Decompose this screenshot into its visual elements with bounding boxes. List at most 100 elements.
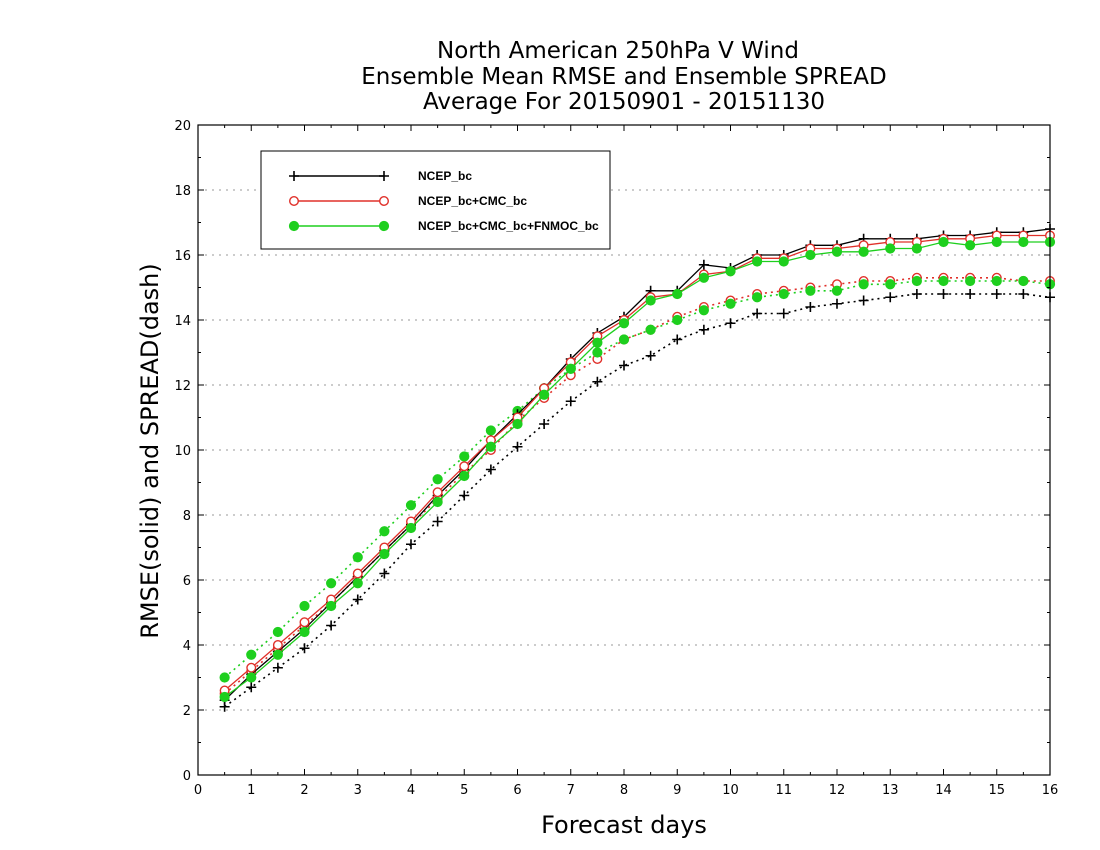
legend-marker-start <box>289 171 299 181</box>
legend-marker-end <box>379 171 389 181</box>
data-point <box>619 360 629 371</box>
data-point <box>432 474 443 485</box>
data-point <box>272 649 283 660</box>
x-tick-label: 5 <box>460 783 468 798</box>
data-point <box>272 626 283 638</box>
series-line-ncep-bc-rmse <box>224 228 1051 701</box>
x-tick-label: 1 <box>247 783 255 798</box>
y-tick-label: 16 <box>174 249 191 264</box>
data-point <box>618 318 630 329</box>
x-tick-label: 10 <box>722 783 739 798</box>
data-point <box>805 285 816 296</box>
series-ncep-bc-cmc-bc-fnmoc-bc-rmse <box>219 236 1056 703</box>
data-point <box>991 289 1002 299</box>
data-point <box>299 600 310 612</box>
data-point <box>858 246 869 257</box>
legend-label-ncep-bc: NCEP_bc <box>418 169 472 183</box>
data-point <box>672 334 683 345</box>
x-tick-label: 15 <box>988 783 1005 798</box>
data-point <box>831 285 843 296</box>
axis-ticks: 0 1 2 3 4 5 6 7 8 9 10 11 12 13 14 15 160246810121416182… <box>174 119 1058 798</box>
series-ncep-bc-spread <box>219 289 1055 712</box>
legend-marker-start <box>289 195 300 206</box>
data-point <box>778 288 789 300</box>
data-point <box>485 425 496 436</box>
data-point <box>911 275 922 287</box>
data-point <box>965 275 976 287</box>
data-point <box>459 470 470 482</box>
data-point <box>911 289 922 299</box>
data-point <box>938 275 949 287</box>
data-point <box>698 324 709 335</box>
data-point <box>1018 236 1029 248</box>
data-point <box>326 600 337 612</box>
data-point <box>805 249 816 261</box>
data-point <box>805 302 816 312</box>
x-tick-label: 7 <box>567 783 575 798</box>
legend-label-ncep-bc-cmc-bc: NCEP_bc+CMC_bc <box>418 194 527 208</box>
data-point <box>725 266 736 277</box>
y-tick-label: 4 <box>183 639 191 654</box>
data-point <box>965 240 976 251</box>
data-point <box>432 516 443 527</box>
data-point <box>672 314 683 326</box>
y-tick-label: 10 <box>174 444 191 459</box>
data-point <box>832 298 842 309</box>
y-tick-label: 18 <box>174 184 191 199</box>
data-point <box>352 568 363 579</box>
data-point <box>752 292 763 303</box>
data-point <box>299 617 310 628</box>
x-tick-label: 12 <box>829 783 846 798</box>
series-line-ncep-bc-spread <box>224 293 1051 708</box>
legend-marker-start <box>288 220 300 232</box>
data-point <box>1018 275 1029 287</box>
series-ncep-bc-cmc-bc-spread <box>219 272 1055 699</box>
data-point <box>219 691 230 703</box>
data-point <box>592 347 603 358</box>
data-point <box>698 305 709 316</box>
y-axis-label: RMSE(solid) and SPREAD(dash) <box>136 263 164 639</box>
data-point <box>246 682 257 693</box>
data-point <box>592 376 603 387</box>
data-point <box>379 548 390 560</box>
x-axis-label: Forecast days <box>541 811 707 839</box>
data-point <box>858 279 869 290</box>
legend-box <box>260 150 611 250</box>
data-point <box>352 594 363 605</box>
legend-marker-end <box>378 220 390 232</box>
series-line-ncep-bc-cmc-bc-fnmoc-bc-spread <box>224 280 1051 679</box>
data-point <box>246 649 257 660</box>
gridlines <box>198 189 1050 711</box>
data-point <box>459 490 470 501</box>
data-point <box>379 526 390 537</box>
data-point <box>592 337 603 348</box>
data-point <box>565 396 576 407</box>
data-point <box>618 334 630 345</box>
series-ncep-bc-rmse <box>219 224 1055 706</box>
x-tick-label: 2 <box>300 783 308 798</box>
data-point <box>885 279 896 290</box>
plot-series <box>219 224 1056 712</box>
legend: NCEP_bc NCEP_bc+CMC_bc NCEP_bc+CMC_bc+FNMO… <box>260 150 611 250</box>
data-point <box>725 318 736 329</box>
data-point <box>512 418 523 430</box>
data-point <box>326 620 337 631</box>
data-point <box>698 259 709 270</box>
data-point <box>672 288 683 300</box>
legend-label-ncep-bc-cmc-bc-fnmoc-bc: NCEP_bc+CMC_bc+FNMOC_bc <box>418 219 599 233</box>
y-tick-label: 2 <box>183 704 191 719</box>
y-tick-label: 20 <box>174 119 191 134</box>
x-tick-label: 11 <box>775 783 792 798</box>
data-point <box>565 363 576 374</box>
data-point <box>778 308 789 319</box>
data-point <box>965 289 976 299</box>
data-point <box>272 662 283 673</box>
data-point <box>991 236 1002 248</box>
data-point <box>698 272 709 283</box>
data-point <box>432 496 443 508</box>
x-tick-label: 9 <box>673 783 681 798</box>
y-tick-label: 6 <box>183 574 191 589</box>
y-tick-label: 12 <box>174 379 191 394</box>
data-point <box>326 578 337 589</box>
